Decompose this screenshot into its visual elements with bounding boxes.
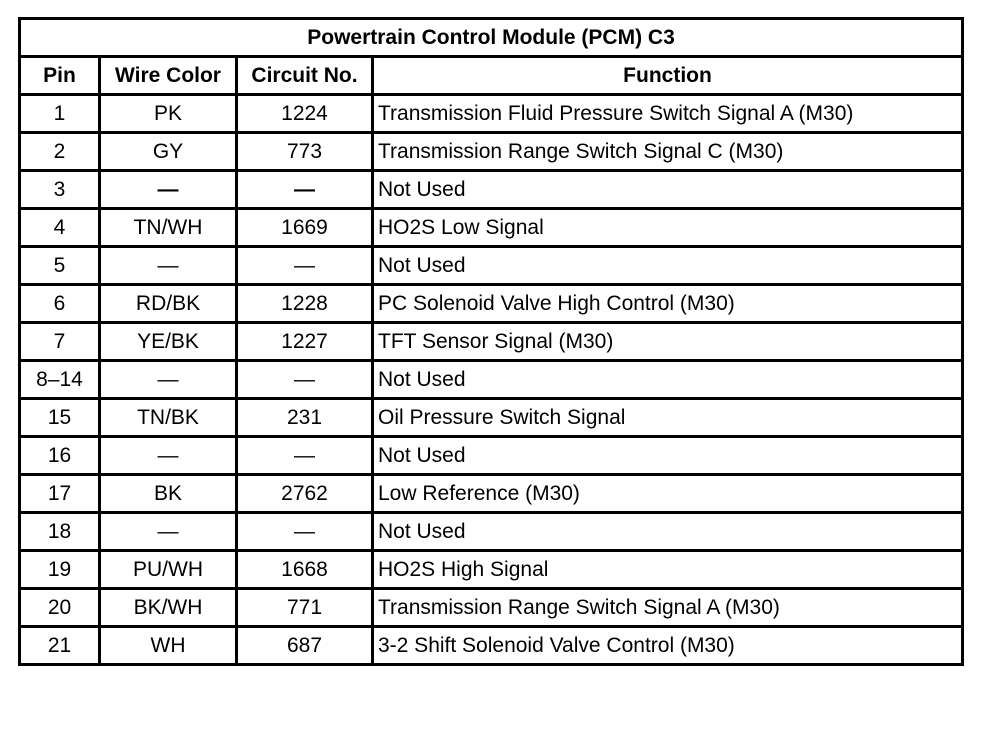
circuit-cell: — bbox=[235, 359, 374, 400]
function-cell: Oil Pressure Switch Signal bbox=[371, 397, 964, 438]
table-row: 5— — Not Used bbox=[18, 245, 964, 286]
pin-cell: 19 bbox=[18, 549, 101, 590]
circuit-cell: — bbox=[235, 511, 374, 552]
circuit-cell: 1669 bbox=[235, 207, 374, 248]
wire-color-cell: TN/BK bbox=[98, 397, 238, 438]
wire-color-cell: BK bbox=[98, 473, 238, 514]
function-cell: Not Used bbox=[371, 245, 964, 286]
pin-cell: 4 bbox=[18, 207, 101, 248]
wire-color-cell: PK bbox=[98, 93, 238, 134]
pin-cell: 16 bbox=[18, 435, 101, 476]
pin-cell: 18 bbox=[18, 511, 101, 552]
table-row: 20 BK/WH 771 Transmission Range Switch Sign… bbox=[18, 587, 964, 628]
circuit-cell: 1227 bbox=[235, 321, 374, 362]
circuit-cell: — bbox=[235, 245, 374, 286]
header-function: Function bbox=[371, 55, 964, 96]
pin-cell: 17 bbox=[18, 473, 101, 514]
circuit-cell: 1228 bbox=[235, 283, 374, 324]
wire-color-cell: — bbox=[98, 435, 238, 476]
wire-color-cell: TN/WH bbox=[98, 207, 238, 248]
function-cell: Transmission Fluid Pressure Switch Signa… bbox=[371, 93, 964, 134]
circuit-cell: 2762 bbox=[235, 473, 374, 514]
circuit-cell: 1224 bbox=[235, 93, 374, 134]
table-row: 4 TN/WH 1669 HO2S Low Signal bbox=[18, 207, 964, 248]
pin-cell: 21 bbox=[18, 625, 101, 666]
circuit-cell: 773 bbox=[235, 131, 374, 172]
pin-cell: 1 bbox=[18, 93, 101, 134]
wire-color-cell: BK/WH bbox=[98, 587, 238, 628]
wire-color-cell: RD/BK bbox=[98, 283, 238, 324]
table-row: 1 PK 1224 Transmission Fluid Pressure Switc… bbox=[18, 93, 964, 134]
wire-color-cell: PU/WH bbox=[98, 549, 238, 590]
function-cell: HO2S High Signal bbox=[371, 549, 964, 590]
function-cell: Not Used bbox=[371, 359, 964, 400]
pin-cell: 20 bbox=[18, 587, 101, 628]
circuit-cell: — bbox=[235, 435, 374, 476]
function-cell: Not Used bbox=[371, 169, 964, 210]
pin-cell: 6 bbox=[18, 283, 101, 324]
table-row: 18— — Not Used bbox=[18, 511, 964, 552]
wire-color-cell: — bbox=[98, 359, 238, 400]
pin-cell: 15 bbox=[18, 397, 101, 438]
header-wire-color: Wire Color bbox=[98, 55, 238, 96]
circuit-cell: 1668 bbox=[235, 549, 374, 590]
table-row: 21 WH 687 3-2 Shift Solenoid Valve Control … bbox=[18, 625, 964, 666]
function-cell: HO2S Low Signal bbox=[371, 207, 964, 248]
table-row: 7 YE/BK 1227 TFT Sensor Signal (M30) bbox=[18, 321, 964, 362]
table-row: 8–14— — Not Used bbox=[18, 359, 964, 400]
table-title: Powertrain Control Module (PCM) C3 bbox=[18, 17, 964, 58]
table-row: 6 RD/BK 1228 PC Solenoid Valve High Control… bbox=[18, 283, 964, 324]
header-circuit: Circuit No. bbox=[235, 55, 374, 96]
function-cell: Not Used bbox=[371, 511, 964, 552]
pin-cell: 8–14 bbox=[18, 359, 101, 400]
pin-cell: 2 bbox=[18, 131, 101, 172]
wire-color-cell: — bbox=[98, 169, 238, 210]
function-cell: Not Used bbox=[371, 435, 964, 476]
table-row: 16— — Not Used bbox=[18, 435, 964, 476]
header-pin: Pin bbox=[18, 55, 101, 96]
header-row: Pin Wire Color Circuit No. Function bbox=[18, 55, 964, 96]
function-cell: Low Reference (M30) bbox=[371, 473, 964, 514]
title-row: Powertrain Control Module (PCM) C3 bbox=[18, 17, 964, 58]
table-row: 2 GY 773 Transmission Range Switch Signal C… bbox=[18, 131, 964, 172]
table-row: 3— — Not Used bbox=[18, 169, 964, 210]
function-cell: Transmission Range Switch Signal A (M30) bbox=[371, 587, 964, 628]
wire-color-cell: — bbox=[98, 245, 238, 286]
function-cell: PC Solenoid Valve High Control (M30) bbox=[371, 283, 964, 324]
function-cell: 3-2 Shift Solenoid Valve Control (M30) bbox=[371, 625, 964, 666]
circuit-cell: 771 bbox=[235, 587, 374, 628]
function-cell: Transmission Range Switch Signal C (M30) bbox=[371, 131, 964, 172]
pin-cell: 3 bbox=[18, 169, 101, 210]
circuit-cell: 231 bbox=[235, 397, 374, 438]
pcm-connector-table: Powertrain Control Module (PCM) C3 Pin W… bbox=[18, 17, 964, 666]
pin-cell: 5 bbox=[18, 245, 101, 286]
table-row: 17 BK 2762 Low Reference (M30) bbox=[18, 473, 964, 514]
circuit-cell: 687 bbox=[235, 625, 374, 666]
pin-cell: 7 bbox=[18, 321, 101, 362]
wire-color-cell: GY bbox=[98, 131, 238, 172]
wire-color-cell: — bbox=[98, 511, 238, 552]
table-row: 15 TN/BK 231 Oil Pressure Switch Signal bbox=[18, 397, 964, 438]
table-row: 19 PU/WH 1668 HO2S High Signal bbox=[18, 549, 964, 590]
wire-color-cell: WH bbox=[98, 625, 238, 666]
wire-color-cell: YE/BK bbox=[98, 321, 238, 362]
function-cell: TFT Sensor Signal (M30) bbox=[371, 321, 964, 362]
circuit-cell: — bbox=[235, 169, 374, 210]
